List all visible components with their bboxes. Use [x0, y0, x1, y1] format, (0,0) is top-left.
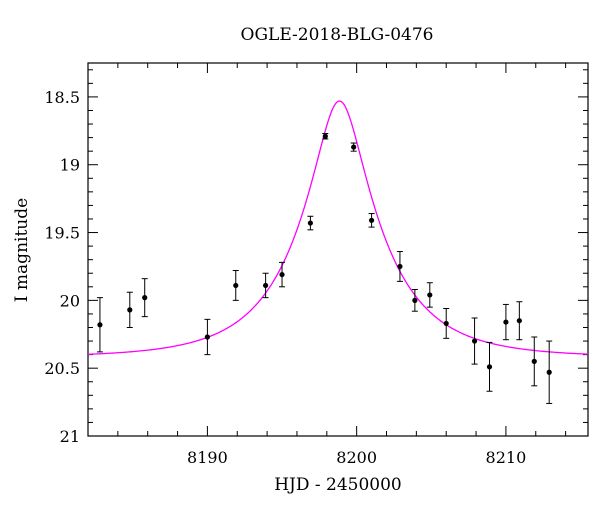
data-point: [351, 144, 357, 150]
chart-title: OGLE-2018-BLG-0476: [241, 25, 434, 45]
data-point: [233, 282, 239, 289]
data-point: [279, 271, 285, 278]
data-point: [486, 364, 493, 370]
data-point: [97, 322, 103, 328]
x-axis-label: HJD - 2450000: [274, 475, 402, 495]
data-point: [546, 369, 552, 375]
data-point: [204, 334, 211, 340]
data-point: [263, 282, 269, 289]
data-point: [471, 338, 478, 344]
axis-ticks: [87, 63, 588, 437]
y-tick-label: 19.5: [44, 224, 80, 243]
y-tick-label: 20: [60, 291, 80, 310]
axis-tick-labels: 8190 8200 8210 18.5 19 19.5 20 20.5 21: [44, 88, 526, 467]
data-point: [397, 263, 403, 270]
y-axis-label: I magnitude: [12, 198, 32, 302]
data-point: [307, 220, 313, 226]
data-point: [412, 297, 418, 303]
plot-frame: [87, 62, 589, 437]
data-point: [503, 319, 509, 325]
y-tick-label: 18.5: [44, 88, 80, 107]
data-point: [368, 217, 375, 223]
data-point: [443, 320, 449, 327]
data-point: [322, 133, 328, 139]
model-curve: [87, 100, 589, 355]
y-tick-label: 20.5: [44, 359, 80, 378]
data-point: [142, 295, 148, 301]
data-point: [516, 318, 522, 324]
data-points: [96, 133, 553, 404]
x-tick-label: 8190: [187, 448, 228, 467]
x-tick-label: 8200: [336, 448, 377, 467]
y-tick-label: 19: [60, 156, 80, 175]
y-tick-label: 21: [60, 427, 80, 446]
x-tick-label: 8210: [486, 448, 527, 467]
data-point: [427, 292, 433, 298]
data-point: [127, 307, 133, 313]
data-point: [531, 358, 537, 364]
